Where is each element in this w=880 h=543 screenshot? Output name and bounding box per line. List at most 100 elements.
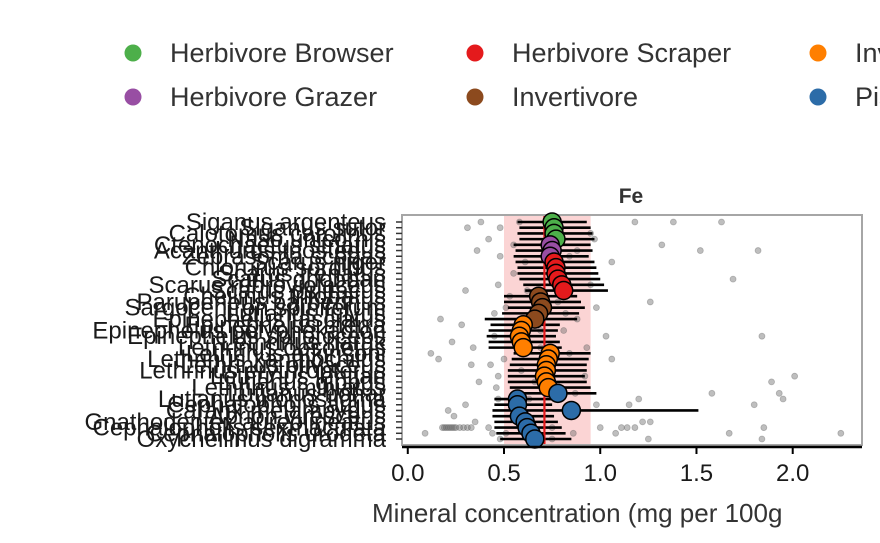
raw-point	[750, 401, 758, 409]
raw-point	[440, 424, 448, 431]
legend-label-piscivore: Piscivore	[855, 82, 880, 112]
y-label-epinephelus-merra: Epinephelus merra	[185, 312, 387, 339]
raw-point	[439, 424, 446, 431]
raw-point	[489, 429, 496, 437]
y-label-aprion-virescens: Aprion virescens	[209, 403, 386, 430]
raw-point	[485, 235, 493, 243]
y-label-lethrinus-obsoletus: Lethrinus obsoletus	[178, 335, 386, 362]
y-label-zebrasoma-scopas: Zebrasoma scopas	[182, 243, 386, 270]
legend-key-herbivore-scraper	[466, 44, 484, 62]
raw-point	[460, 424, 467, 431]
y-label-lethrinus-erythropterus: Lethrinus erythropterus	[139, 357, 386, 384]
raw-point	[462, 401, 469, 409]
raw-point	[760, 424, 768, 431]
y-label-chlorurus-sordidus: Chlorurus sordidus	[185, 255, 386, 282]
raw-point	[471, 418, 479, 426]
raw-point	[462, 287, 469, 294]
legend-label-herbivore-grazer: Herbivore Grazer	[170, 82, 377, 112]
y-label-epinephelus-fasciatus: Epinephelus fasciatus	[153, 306, 386, 333]
raw-point	[837, 429, 845, 437]
legend: Herbivore Browser Herbivore Scraper Invert…	[124, 38, 880, 112]
raw-point	[467, 361, 475, 369]
raw-point	[612, 429, 620, 437]
y-label-siganus-argenteus: Siganus argenteus	[186, 209, 386, 236]
raw-point	[646, 418, 654, 426]
y-label-parupeneus-barberinus: Parupeneus barberinus	[136, 289, 386, 316]
y-label-lethrinus-atkinsoni: Lethrinus atkinsoni	[186, 340, 386, 367]
raw-point	[583, 344, 591, 352]
raw-point	[669, 218, 677, 226]
y-label-lethrinus-miniatus: Lethrinus miniatus	[191, 375, 386, 402]
raw-point	[718, 218, 725, 226]
raw-point	[768, 378, 775, 386]
raw-point	[560, 327, 568, 334]
y-label-lethrinus-olivaceus: Lethrinus olivaceus	[181, 352, 386, 379]
raw-point	[421, 429, 429, 437]
raw-point	[444, 407, 452, 414]
raw-point	[469, 344, 477, 352]
x-tick-label: 2.0	[776, 460, 809, 487]
raw-point	[791, 372, 799, 380]
raw-point	[490, 309, 498, 317]
raw-point	[496, 252, 504, 260]
raw-point	[775, 389, 783, 397]
legend-label-invertivore-micro: Invertivore Micro	[855, 38, 880, 68]
raw-point	[442, 424, 450, 431]
y-label-oxycheilinus-digramma: Oxycheilinus digramma	[137, 426, 387, 453]
raw-point	[456, 424, 464, 431]
y-label-calotomus-carolinus: Calotomus carolinus	[169, 220, 386, 247]
legend-label-herbivore-browser: Herbivore Browser	[170, 38, 394, 68]
x-tick-label: 1.0	[584, 460, 617, 487]
raw-point	[510, 269, 518, 277]
raw-point	[494, 372, 502, 380]
raw-point	[708, 389, 716, 397]
raw-point	[608, 258, 616, 266]
mean-point-caranx-melampygus	[561, 400, 582, 421]
y-label-cephalopholis-argus: Cephalopholis argus	[167, 392, 386, 419]
raw-point	[725, 429, 733, 437]
raw-point	[658, 241, 666, 249]
y-label-lutjanus-fulvus: Lutjanus fulvus	[226, 300, 386, 327]
mean-point-scarus-psittacus	[553, 280, 574, 301]
raw-point	[608, 355, 616, 363]
x-axis-title: Mineral concentration (mg per 100g	[372, 498, 782, 528]
raw-point	[623, 424, 631, 431]
raw-point	[639, 418, 646, 426]
legend-label-invertivore: Invertivore	[512, 82, 638, 112]
x-axis: 0.0 0.5 1.0 1.5 2.0	[391, 445, 862, 487]
panel-title: Fe	[619, 185, 644, 208]
raw-point	[452, 424, 460, 431]
raw-point	[487, 361, 494, 369]
y-label-lutjanus-monostigma: Lutjanus monostigma	[158, 386, 387, 413]
y-label-lethrinus-harak: Lethrinus harak	[221, 329, 387, 356]
raw-point	[446, 424, 454, 431]
y-label-lethrinus-lentjan: Lethrinus lentjan	[210, 363, 386, 390]
raw-point	[496, 224, 504, 232]
y-label-scarus-psittacus: Scarus psittacus	[210, 278, 386, 305]
y-label-lutjanus-bohar: Lutjanus bohar	[227, 380, 386, 407]
raw-point	[569, 429, 577, 437]
y-label-acanthurus-triostegus: Acanthurus triostegus	[154, 238, 386, 265]
y-label-scarus-frenatus: Scarus frenatus	[218, 260, 386, 287]
y-label-gnathodentex-aureolineatus: Gnathodentex aureolineatus	[84, 409, 386, 436]
raw-point	[596, 424, 604, 431]
y-label-scarus-rubroviolaceus: Scarus rubroviolaceus	[149, 272, 386, 299]
raw-point	[448, 424, 456, 431]
means-layer	[507, 212, 582, 449]
raw-point	[646, 298, 654, 306]
raw-point	[473, 247, 481, 254]
y-label-cephalopholis-sexmaculata: Cephalopholis sexmaculata	[92, 415, 386, 442]
raw-point	[618, 424, 625, 431]
raw-point	[602, 332, 610, 340]
raw-point	[729, 275, 737, 283]
y-label-cephalopholis-urodeta: Cephalopholis urodeta	[146, 420, 387, 447]
y-label-cheilinus-trilobatus: Cheilinus trilobatus	[183, 283, 386, 310]
legend-label-herbivore-scraper: Herbivore Scraper	[512, 38, 731, 68]
y-label-ctenochaetus-striatus: Ctenochaetus striatus	[154, 232, 386, 259]
legend-key-invertivore	[466, 88, 484, 106]
raw-point	[444, 424, 452, 431]
raw-point	[494, 281, 502, 289]
raw-point	[427, 349, 435, 357]
raw-point	[492, 384, 500, 392]
